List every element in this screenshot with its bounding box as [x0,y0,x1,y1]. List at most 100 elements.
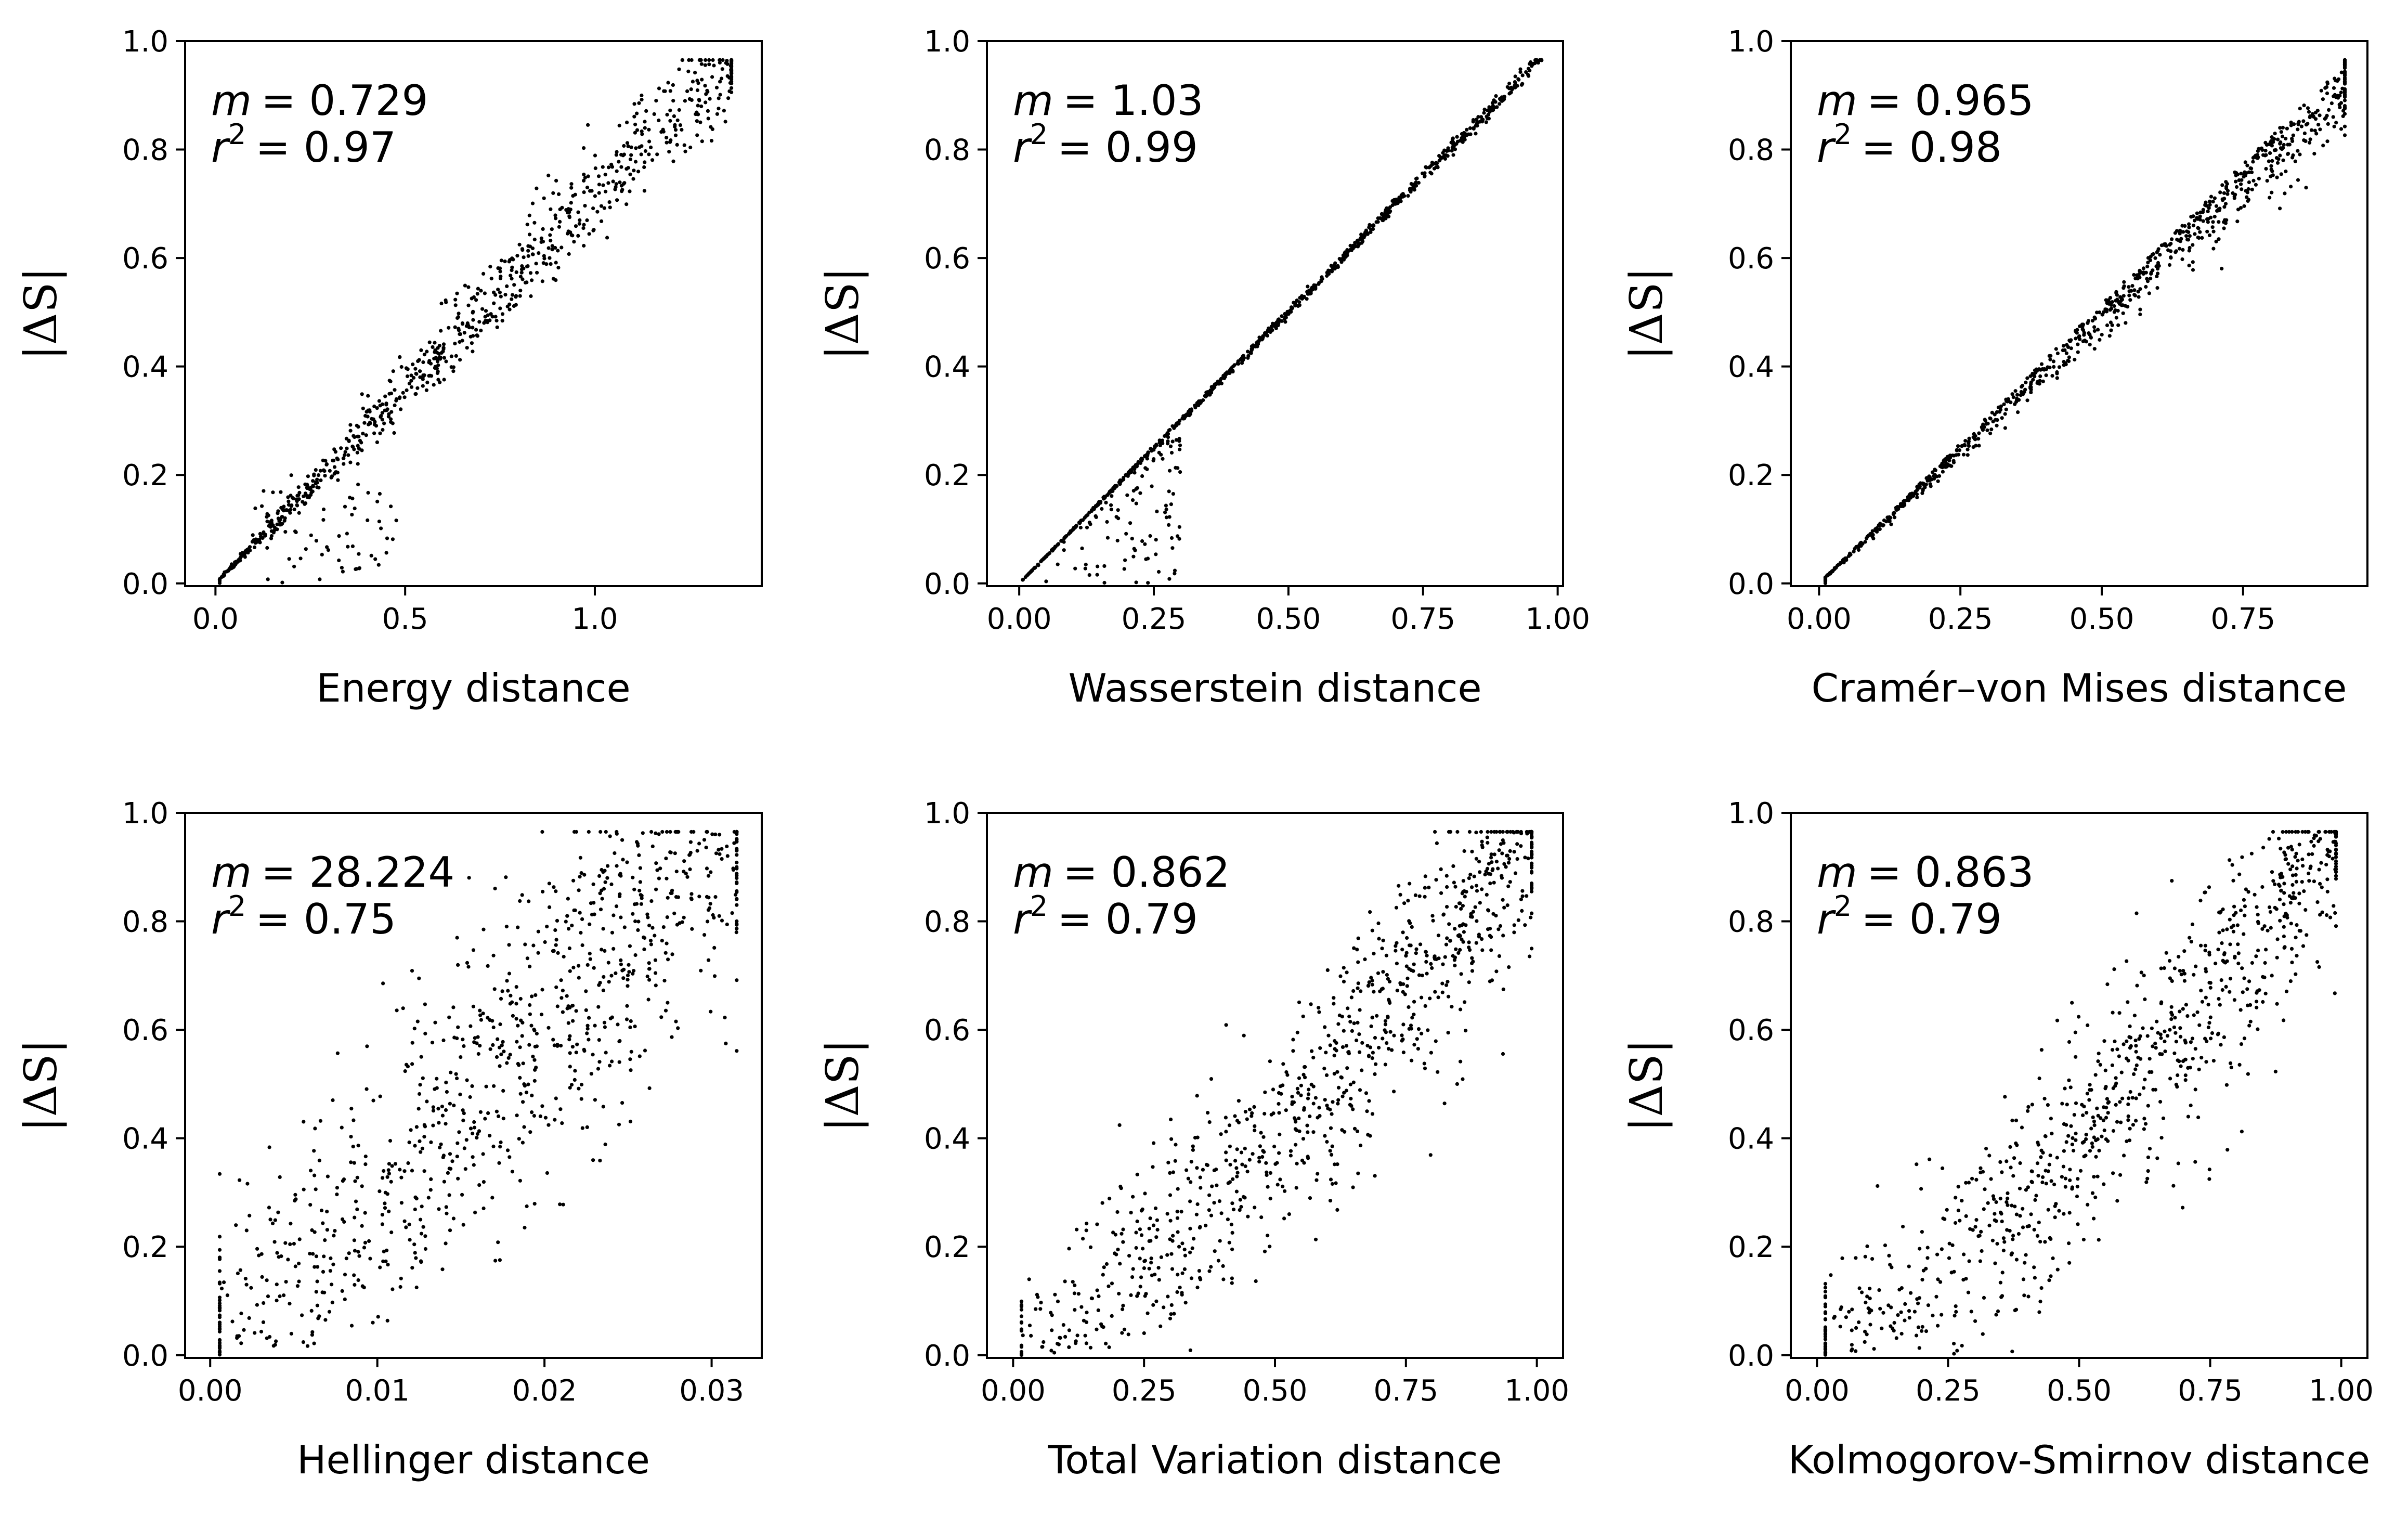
scatter-point [610,930,615,935]
scatter-point [1177,525,1181,529]
scatter-point [391,537,395,541]
scatter-point [1485,835,1489,839]
scatter-point [464,1138,468,1142]
scatter-point [326,1174,330,1178]
scatter-point [2272,137,2276,141]
y-tick-label: 0.0 [924,1339,970,1373]
scatter-point [1962,1252,1966,1256]
scatter-point [568,1065,572,1069]
r2-annotation: r2 = 0.79 [1013,890,1198,943]
scatter-point [2302,889,2306,893]
scatter-point [415,386,420,390]
scatter-point [1148,534,1152,538]
scatter-point [494,318,499,323]
scatter-point [1166,442,1170,446]
scatter-point [2030,1103,2034,1107]
scatter-point [585,185,590,190]
scatter-point [1435,841,1439,845]
scatter-point [1465,127,1469,132]
y-tick-label: 0.4 [122,351,168,384]
scatter-point [1236,1099,1241,1103]
scatter-point [1295,1161,1299,1165]
scatter-point [2090,1191,2095,1195]
scatter-point [621,858,625,862]
scatter-point [1102,564,1107,568]
scatter-point [1395,989,1399,993]
scatter-point [1340,1094,1345,1098]
scatter-point [414,1125,419,1129]
scatter-point [2333,911,2337,915]
x-tick-label: 0.25 [1112,1374,1177,1408]
scatter-point [1121,1307,1125,1312]
scatter-point [1325,1104,1329,1108]
scatter-point [1967,444,1971,448]
scatter-point [606,165,611,170]
scatter-point [557,192,561,196]
scatter-point [378,1094,382,1098]
scatter-point [1486,866,1490,871]
scatter-point [1282,1216,1286,1221]
scatter-point [604,830,608,834]
scatter-point [1218,1239,1222,1243]
scatter-point [1229,1222,1233,1227]
scatter-point [509,274,513,278]
scatter-point [1883,1243,1888,1248]
scatter-point [530,1110,534,1115]
scatter-point [1484,120,1488,124]
scatter-point [455,1155,459,1159]
scatter-point [1401,1051,1405,1055]
y-tick-label: 0.6 [1728,242,1774,276]
scatter-point [1977,431,1981,435]
scatter-point [2063,1185,2067,1189]
scatter-point [602,206,606,210]
scatter-point [2278,206,2282,211]
scatter-point [570,1045,575,1049]
scatter-point [1428,1153,1433,1157]
scatter-point [1240,1162,1244,1167]
scatter-point [2188,245,2192,250]
scatter-point [349,1135,353,1139]
y-tick-label: 0.4 [122,1122,168,1156]
scatter-point [423,1002,427,1006]
scatter-point [1872,1347,1876,1351]
scatter-point [289,508,293,512]
scatter-point [1123,558,1127,562]
scatter-point [1437,154,1441,158]
scatter-point [653,958,658,962]
scatter-point [326,548,331,552]
scatter-point [383,394,387,398]
scatter-point [269,534,274,538]
scatter-point [2222,1035,2226,1039]
scatter-point [1096,564,1100,568]
scatter-point [1156,569,1161,574]
scatter-point [244,1282,249,1287]
scatter-point [318,577,322,581]
scatter-point [1152,1141,1156,1145]
scatter-point [1067,1345,1071,1349]
scatter-point [2178,247,2182,251]
scatter-point [1505,853,1509,858]
scatter-point [2168,1077,2172,1081]
scatter-point [2070,1001,2074,1005]
scatter-point [2024,1188,2028,1192]
scatter-point [2216,948,2220,952]
scatter-point [1442,1102,1447,1106]
scatter-point [293,529,297,534]
scatter-point [1910,491,1914,496]
scatter-point [586,123,590,127]
scatter-point [2089,335,2093,339]
scatter-point [621,182,626,186]
scatter-point [319,478,323,483]
scatter-point [1447,922,1451,926]
scatter-point [533,993,538,997]
scatter-point [423,1234,427,1238]
y-tick-label: 0.0 [122,1339,168,1373]
scatter-point [520,1020,525,1025]
scatter-point [248,1213,252,1217]
scatter-point [1102,1265,1106,1269]
scatter-point [280,580,284,585]
scatter-point [1901,1224,1905,1229]
scatter-point [1179,1210,1183,1214]
scatter-point [2174,249,2178,253]
scatter-point [355,423,359,427]
